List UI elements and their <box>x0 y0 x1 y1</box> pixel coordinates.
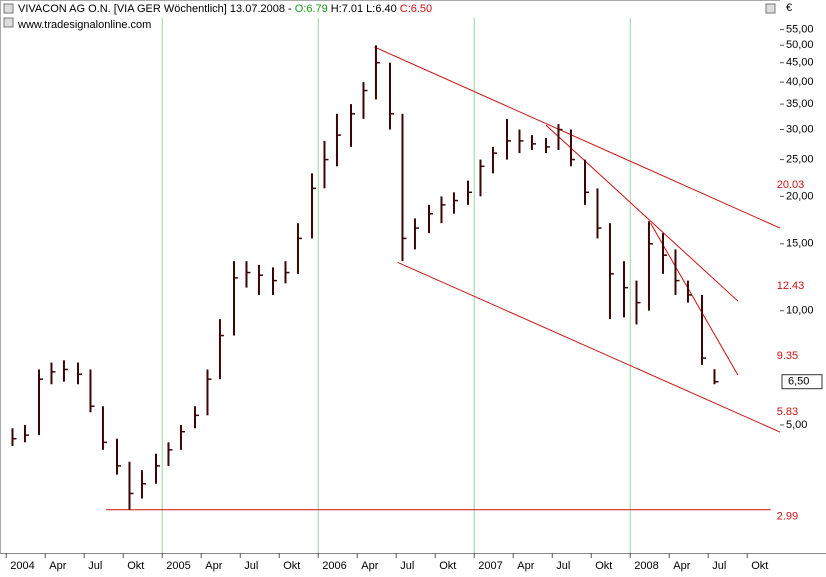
x-tick-label: 2008 <box>634 560 658 572</box>
x-tick-label: 2006 <box>322 560 346 572</box>
toolbar-icon[interactable] <box>3 17 14 28</box>
last-price-box <box>781 374 823 390</box>
y-tick-label: 55,00 <box>786 23 814 35</box>
x-tick-label: Okt <box>127 560 144 572</box>
x-tick-label: 2007 <box>478 560 502 572</box>
y-tick-label: 45,00 <box>786 57 814 69</box>
x-tick-label: Apr <box>361 560 378 572</box>
x-tick-label: Okt <box>439 560 456 572</box>
x-tick-label: Okt <box>283 560 300 572</box>
x-tick-label: Okt <box>751 560 768 572</box>
trend-line <box>650 222 739 376</box>
y-axis-panel <box>780 0 826 577</box>
instrument: VIVACON AG O.N. [VIA GER Wöchentlich] 13… <box>18 3 292 15</box>
x-tick-label: 2005 <box>166 560 190 572</box>
close: C:6.50 <box>399 3 433 15</box>
y-tick-label: 20,00 <box>786 190 814 202</box>
low: L:6.40 <box>366 3 397 15</box>
y-tick-label: 5,00 <box>786 419 807 431</box>
trend-line <box>545 124 739 302</box>
trend-label: 12.43 <box>777 280 805 292</box>
x-tick-label: 2004 <box>10 560 34 572</box>
trend-label: 9.35 <box>777 350 798 362</box>
x-tick-label: Okt <box>595 560 612 572</box>
x-tick-label: Apr <box>205 560 222 572</box>
y-tick-label: 40,00 <box>786 76 814 88</box>
x-tick-label: Jul <box>400 560 414 572</box>
trend-label: 20.03 <box>777 179 805 191</box>
y-tick-label: 25,00 <box>786 153 814 165</box>
x-tick-label: Apr <box>517 560 534 572</box>
x-tick-label: Jul <box>88 560 102 572</box>
y-tick-label: 35,00 <box>786 98 814 110</box>
trend-label: 2.99 <box>777 511 798 523</box>
trend-label: 5.83 <box>777 406 798 418</box>
x-tick-label: Apr <box>673 560 690 572</box>
x-tick-label: Apr <box>49 560 66 572</box>
y-tick-label: 15,00 <box>786 238 814 250</box>
title: VIVACON AG O.N. [VIA GER Wöchentlich] 13… <box>18 3 435 15</box>
toolbar-icon[interactable] <box>3 3 14 14</box>
x-tick-label: Jul <box>712 560 726 572</box>
x-tick-label: Jul <box>556 560 570 572</box>
y-tick-label: 10,00 <box>786 305 814 317</box>
x-tick-label: Jul <box>244 560 258 572</box>
trend-line <box>397 261 781 433</box>
source: www.tradesignalonline.com <box>18 19 152 31</box>
last-price-label: 6,50 <box>788 376 809 388</box>
y-tick-label: 30,00 <box>786 123 814 135</box>
high: H:7.01 <box>330 3 364 15</box>
currency: € <box>786 2 792 14</box>
toolbar-icon[interactable] <box>765 3 776 14</box>
trend-line <box>374 46 781 229</box>
y-tick-label: 50,00 <box>786 39 814 51</box>
open: O:6.79 <box>294 3 328 15</box>
